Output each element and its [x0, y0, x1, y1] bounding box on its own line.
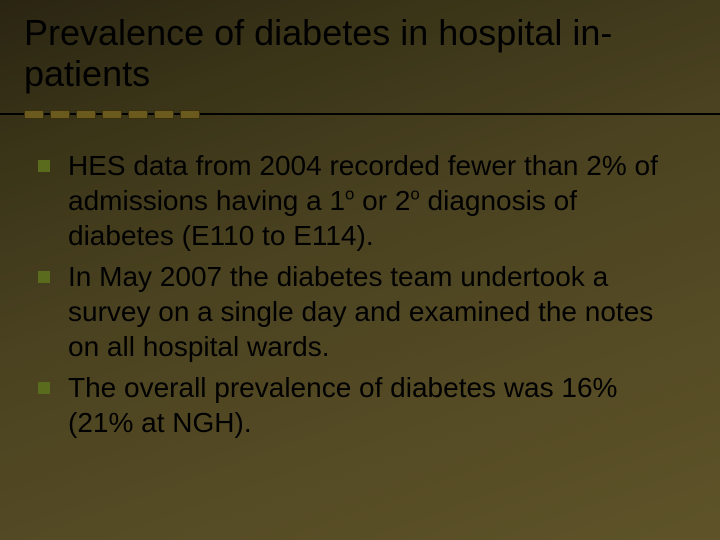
bullet-text-pre: The overall prevalence of diabetes was 1… [68, 372, 617, 438]
dash [24, 110, 44, 119]
bullet-text-mid: or 2 [354, 185, 410, 216]
bullet-text: HES data from 2004 recorded fewer than 2… [68, 148, 688, 253]
dash [102, 110, 122, 119]
superscript: o [410, 185, 419, 204]
slide: Prevalence of diabetes in hospital in-pa… [0, 0, 720, 540]
bullet-text: In May 2007 the diabetes team undertook … [68, 259, 688, 364]
bullet-text-pre: In May 2007 the diabetes team undertook … [68, 261, 653, 362]
slide-title: Prevalence of diabetes in hospital in-pa… [24, 12, 696, 95]
dash [128, 110, 148, 119]
square-bullet-icon [38, 271, 50, 283]
slide-body: HES data from 2004 recorded fewer than 2… [38, 148, 688, 446]
dash [180, 110, 200, 119]
bullet-text: The overall prevalence of diabetes was 1… [68, 370, 688, 440]
divider-dashes [24, 110, 224, 118]
bullet-item: HES data from 2004 recorded fewer than 2… [38, 148, 688, 253]
dash [50, 110, 70, 119]
dash [154, 110, 174, 119]
square-bullet-icon [38, 382, 50, 394]
bullet-item: The overall prevalence of diabetes was 1… [38, 370, 688, 440]
divider [0, 110, 720, 118]
dash [76, 110, 96, 119]
bullet-item: In May 2007 the diabetes team undertook … [38, 259, 688, 364]
superscript: o [345, 185, 354, 204]
square-bullet-icon [38, 160, 50, 172]
